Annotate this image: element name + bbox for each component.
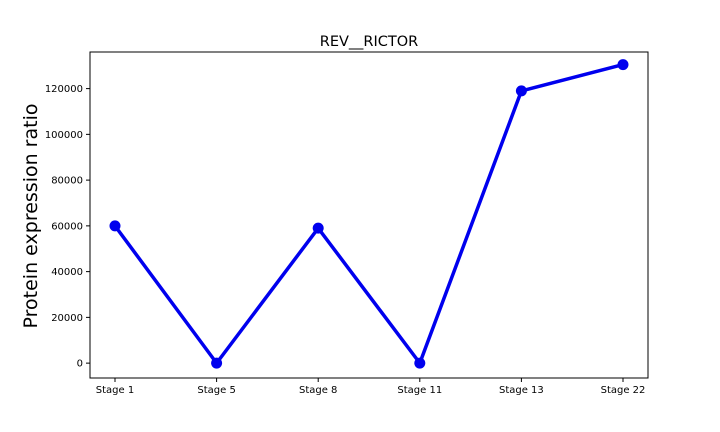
data-point [414,357,426,369]
x-axis: Stage 1 Stage 5 Stage 8 Stage 11 Stage 13 Sta… [96,378,646,396]
plot-area-frame [89,51,649,379]
series-layer [109,59,629,369]
x-tick-label: Stage 1 [96,385,134,396]
data-point [515,85,527,97]
data-point [211,357,223,369]
data-point [109,220,121,232]
data-point [617,59,629,71]
data-point [312,222,324,234]
x-tick-label: Stage 22 [601,385,646,396]
x-tick-label: Stage 11 [397,385,442,396]
y-tick-label: 120000 [45,84,83,95]
y-tick-label: 0 [77,359,83,370]
series-line [113,62,625,365]
x-tick-label: Stage 5 [197,385,235,396]
x-tick-label: Stage 8 [299,385,337,396]
y-tick-label: 100000 [45,130,83,141]
y-axis: 0 20000 40000 60000 80000 100000 120000 [45,84,90,370]
y-tick-label: 40000 [51,267,83,278]
x-tick-label: Stage 13 [499,385,544,396]
y-tick-label: 80000 [51,176,83,187]
chart-title: REV__RICTOR [320,34,418,50]
y-tick-label: 20000 [51,313,83,324]
y-tick-label: 60000 [51,221,83,232]
y-axis-label: Protein expression ratio [20,104,42,329]
